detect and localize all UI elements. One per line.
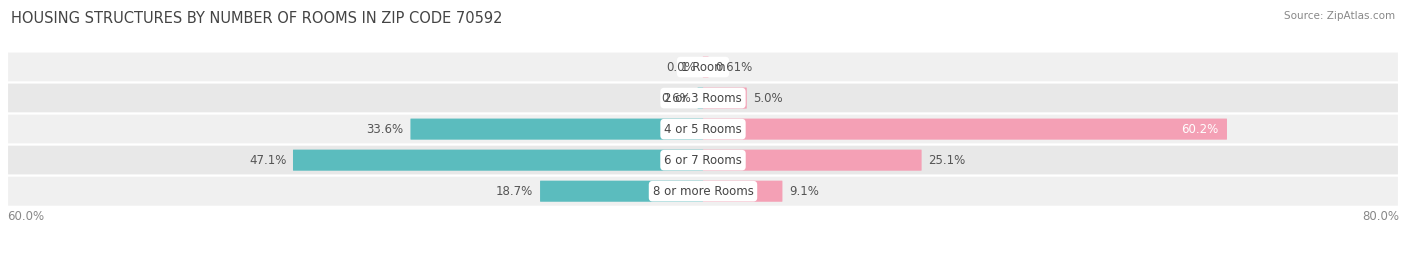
FancyBboxPatch shape	[703, 181, 782, 202]
Text: 9.1%: 9.1%	[789, 185, 820, 198]
FancyBboxPatch shape	[703, 56, 709, 77]
Text: 60.0%: 60.0%	[7, 210, 44, 223]
FancyBboxPatch shape	[540, 181, 703, 202]
FancyBboxPatch shape	[7, 114, 1399, 145]
Text: 60.2%: 60.2%	[1181, 123, 1218, 136]
Text: 8 or more Rooms: 8 or more Rooms	[652, 185, 754, 198]
Text: 47.1%: 47.1%	[249, 154, 287, 167]
Text: 25.1%: 25.1%	[928, 154, 966, 167]
Text: 33.6%: 33.6%	[367, 123, 404, 136]
Text: Source: ZipAtlas.com: Source: ZipAtlas.com	[1284, 11, 1395, 21]
FancyBboxPatch shape	[7, 176, 1399, 207]
Text: 18.7%: 18.7%	[496, 185, 533, 198]
Text: 0.61%: 0.61%	[716, 61, 752, 73]
FancyBboxPatch shape	[292, 150, 703, 171]
FancyBboxPatch shape	[411, 119, 703, 140]
FancyBboxPatch shape	[697, 87, 703, 109]
FancyBboxPatch shape	[7, 52, 1399, 83]
FancyBboxPatch shape	[703, 150, 921, 171]
Text: 5.0%: 5.0%	[754, 91, 783, 105]
Text: 0.6%: 0.6%	[661, 91, 690, 105]
Text: 6 or 7 Rooms: 6 or 7 Rooms	[664, 154, 742, 167]
FancyBboxPatch shape	[703, 119, 1227, 140]
Text: 4 or 5 Rooms: 4 or 5 Rooms	[664, 123, 742, 136]
Text: 1 Room: 1 Room	[681, 61, 725, 73]
Text: 80.0%: 80.0%	[1362, 210, 1399, 223]
FancyBboxPatch shape	[703, 87, 747, 109]
Text: 2 or 3 Rooms: 2 or 3 Rooms	[664, 91, 742, 105]
Text: 0.0%: 0.0%	[666, 61, 696, 73]
FancyBboxPatch shape	[7, 83, 1399, 114]
FancyBboxPatch shape	[7, 145, 1399, 176]
Text: HOUSING STRUCTURES BY NUMBER OF ROOMS IN ZIP CODE 70592: HOUSING STRUCTURES BY NUMBER OF ROOMS IN…	[11, 11, 503, 26]
